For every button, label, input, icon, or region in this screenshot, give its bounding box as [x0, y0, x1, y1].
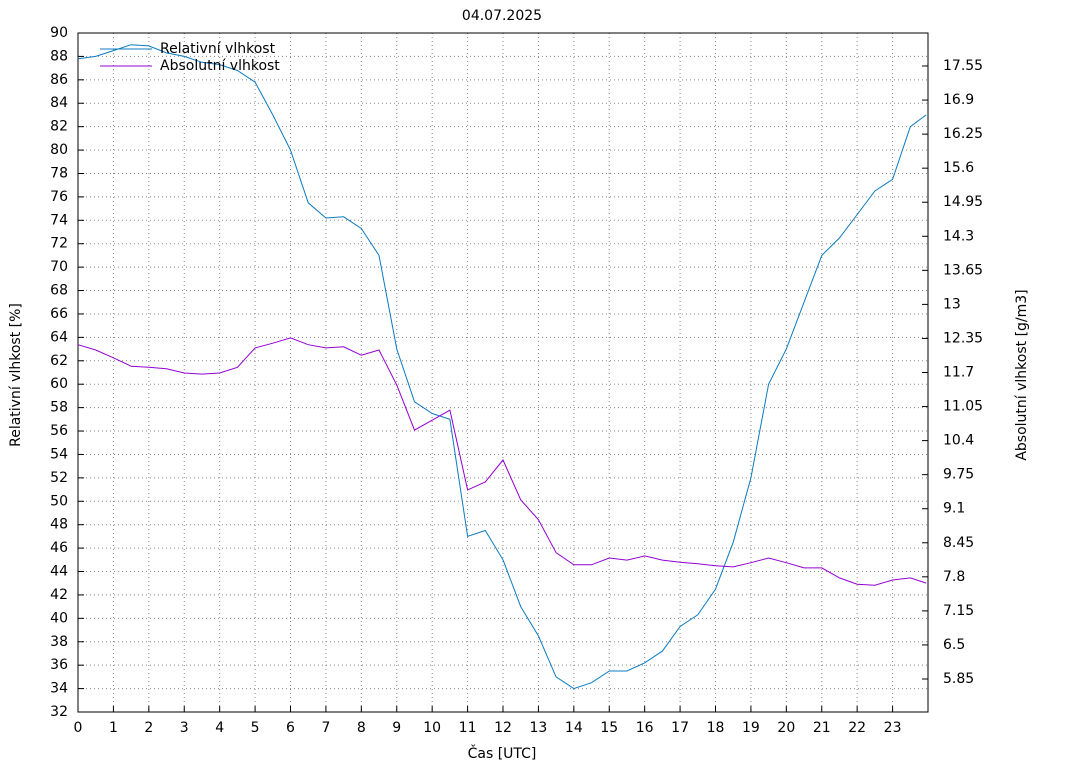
y-tick-label: 44 — [50, 564, 68, 580]
x-tick-label: 10 — [423, 720, 441, 736]
legend-label: Absolutní vlhkost — [160, 58, 280, 74]
y-tick-label: 54 — [50, 446, 68, 462]
y2-tick-label: 7.15 — [943, 603, 974, 619]
y-tick-label: 46 — [50, 540, 68, 556]
y-tick-label: 72 — [50, 236, 68, 252]
x-tick-label: 14 — [565, 720, 583, 736]
x-tick-label: 9 — [392, 720, 401, 736]
x-tick-label: 16 — [636, 720, 654, 736]
x-tick-label: 12 — [494, 720, 512, 736]
y-tick-label: 48 — [50, 517, 68, 533]
x-tick-label: 11 — [459, 720, 477, 736]
y2-tick-label: 9.75 — [943, 467, 974, 483]
y-tick-label: 88 — [50, 48, 68, 64]
y-tick-label: 32 — [50, 704, 68, 720]
y2-tick-label: 6.5 — [943, 637, 965, 653]
y2-tick-label: 13 — [943, 296, 961, 312]
y2-tick-label: 8.45 — [943, 535, 974, 551]
y-tick-label: 78 — [50, 165, 68, 181]
y-tick-label: 76 — [50, 189, 68, 205]
y-tick-label: 56 — [50, 423, 68, 439]
x-tick-label: 18 — [707, 720, 725, 736]
y-axis-label: Relativní vlhkost [%] — [8, 303, 24, 447]
x-tick-label: 8 — [357, 720, 366, 736]
y-tick-label: 82 — [50, 119, 68, 135]
plot-border — [77, 32, 929, 713]
y-tick-label: 34 — [50, 681, 68, 697]
x-tick-label: 13 — [530, 720, 548, 736]
y2-tick-label: 17.55 — [943, 58, 983, 74]
y2-tick-label: 13.65 — [943, 262, 983, 278]
y-tick-label: 40 — [50, 610, 68, 626]
x-tick-label: 19 — [742, 720, 760, 736]
series-line — [77, 44, 927, 690]
y-tick-label: 42 — [50, 587, 68, 603]
series-line — [77, 337, 927, 586]
x-tick-label: 6 — [286, 720, 295, 736]
x-tick-label: 17 — [671, 720, 689, 736]
x-tick-label: 0 — [74, 720, 83, 736]
y-tick-label: 86 — [50, 72, 68, 88]
x-axis-label: Čas [UTC] — [468, 744, 537, 762]
y-tick-label: 64 — [50, 329, 68, 345]
x-tick-label: 15 — [600, 720, 618, 736]
x-tick-label: 20 — [777, 720, 795, 736]
x-tick-label: 5 — [251, 720, 260, 736]
y2-tick-label: 11.05 — [943, 399, 983, 415]
y2-tick-label: 7.8 — [943, 569, 965, 585]
y2-tick-label: 5.85 — [943, 671, 974, 687]
y-tick-label: 58 — [50, 400, 68, 416]
y2-tick-label: 9.1 — [943, 501, 965, 517]
y2-tick-label: 10.4 — [943, 433, 974, 449]
x-tick-label: 21 — [813, 720, 831, 736]
x-tick-label: 22 — [848, 720, 866, 736]
y-tick-label: 36 — [50, 657, 68, 673]
y-tick-label: 70 — [50, 259, 68, 275]
y2-tick-label: 16.9 — [943, 92, 974, 108]
y2-tick-label: 14.3 — [943, 228, 974, 244]
x-tick-label: 3 — [180, 720, 189, 736]
x-tick-label: 4 — [215, 720, 224, 736]
legend-label: Relativní vlhkost — [160, 41, 276, 57]
x-tick-label: 1 — [109, 720, 118, 736]
x-tick-label: 2 — [144, 720, 153, 736]
y-tick-label: 60 — [50, 376, 68, 392]
y2-tick-label: 15.6 — [943, 160, 974, 176]
y-tick-label: 80 — [50, 142, 68, 158]
y-tick-label: 38 — [50, 634, 68, 650]
x-tick-label: 7 — [321, 720, 330, 736]
y2-tick-label: 12.35 — [943, 330, 983, 346]
y-tick-label: 90 — [50, 25, 68, 41]
y2-tick-label: 11.7 — [943, 365, 974, 381]
y-tick-label: 74 — [50, 212, 68, 228]
y-tick-label: 68 — [50, 283, 68, 299]
y2-axis-label: Absolutní vlhkost [g/m3] — [1014, 289, 1030, 460]
y-tick-label: 62 — [50, 353, 68, 369]
y-tick-label: 50 — [50, 493, 68, 509]
y-tick-label: 52 — [50, 470, 68, 486]
y2-tick-label: 14.95 — [943, 194, 983, 210]
y-tick-label: 66 — [50, 306, 68, 322]
y-tick-label: 84 — [50, 95, 68, 111]
y2-tick-label: 16.25 — [943, 126, 983, 142]
x-tick-label: 23 — [884, 720, 902, 736]
chart-title: 04.07.2025 — [462, 8, 542, 24]
